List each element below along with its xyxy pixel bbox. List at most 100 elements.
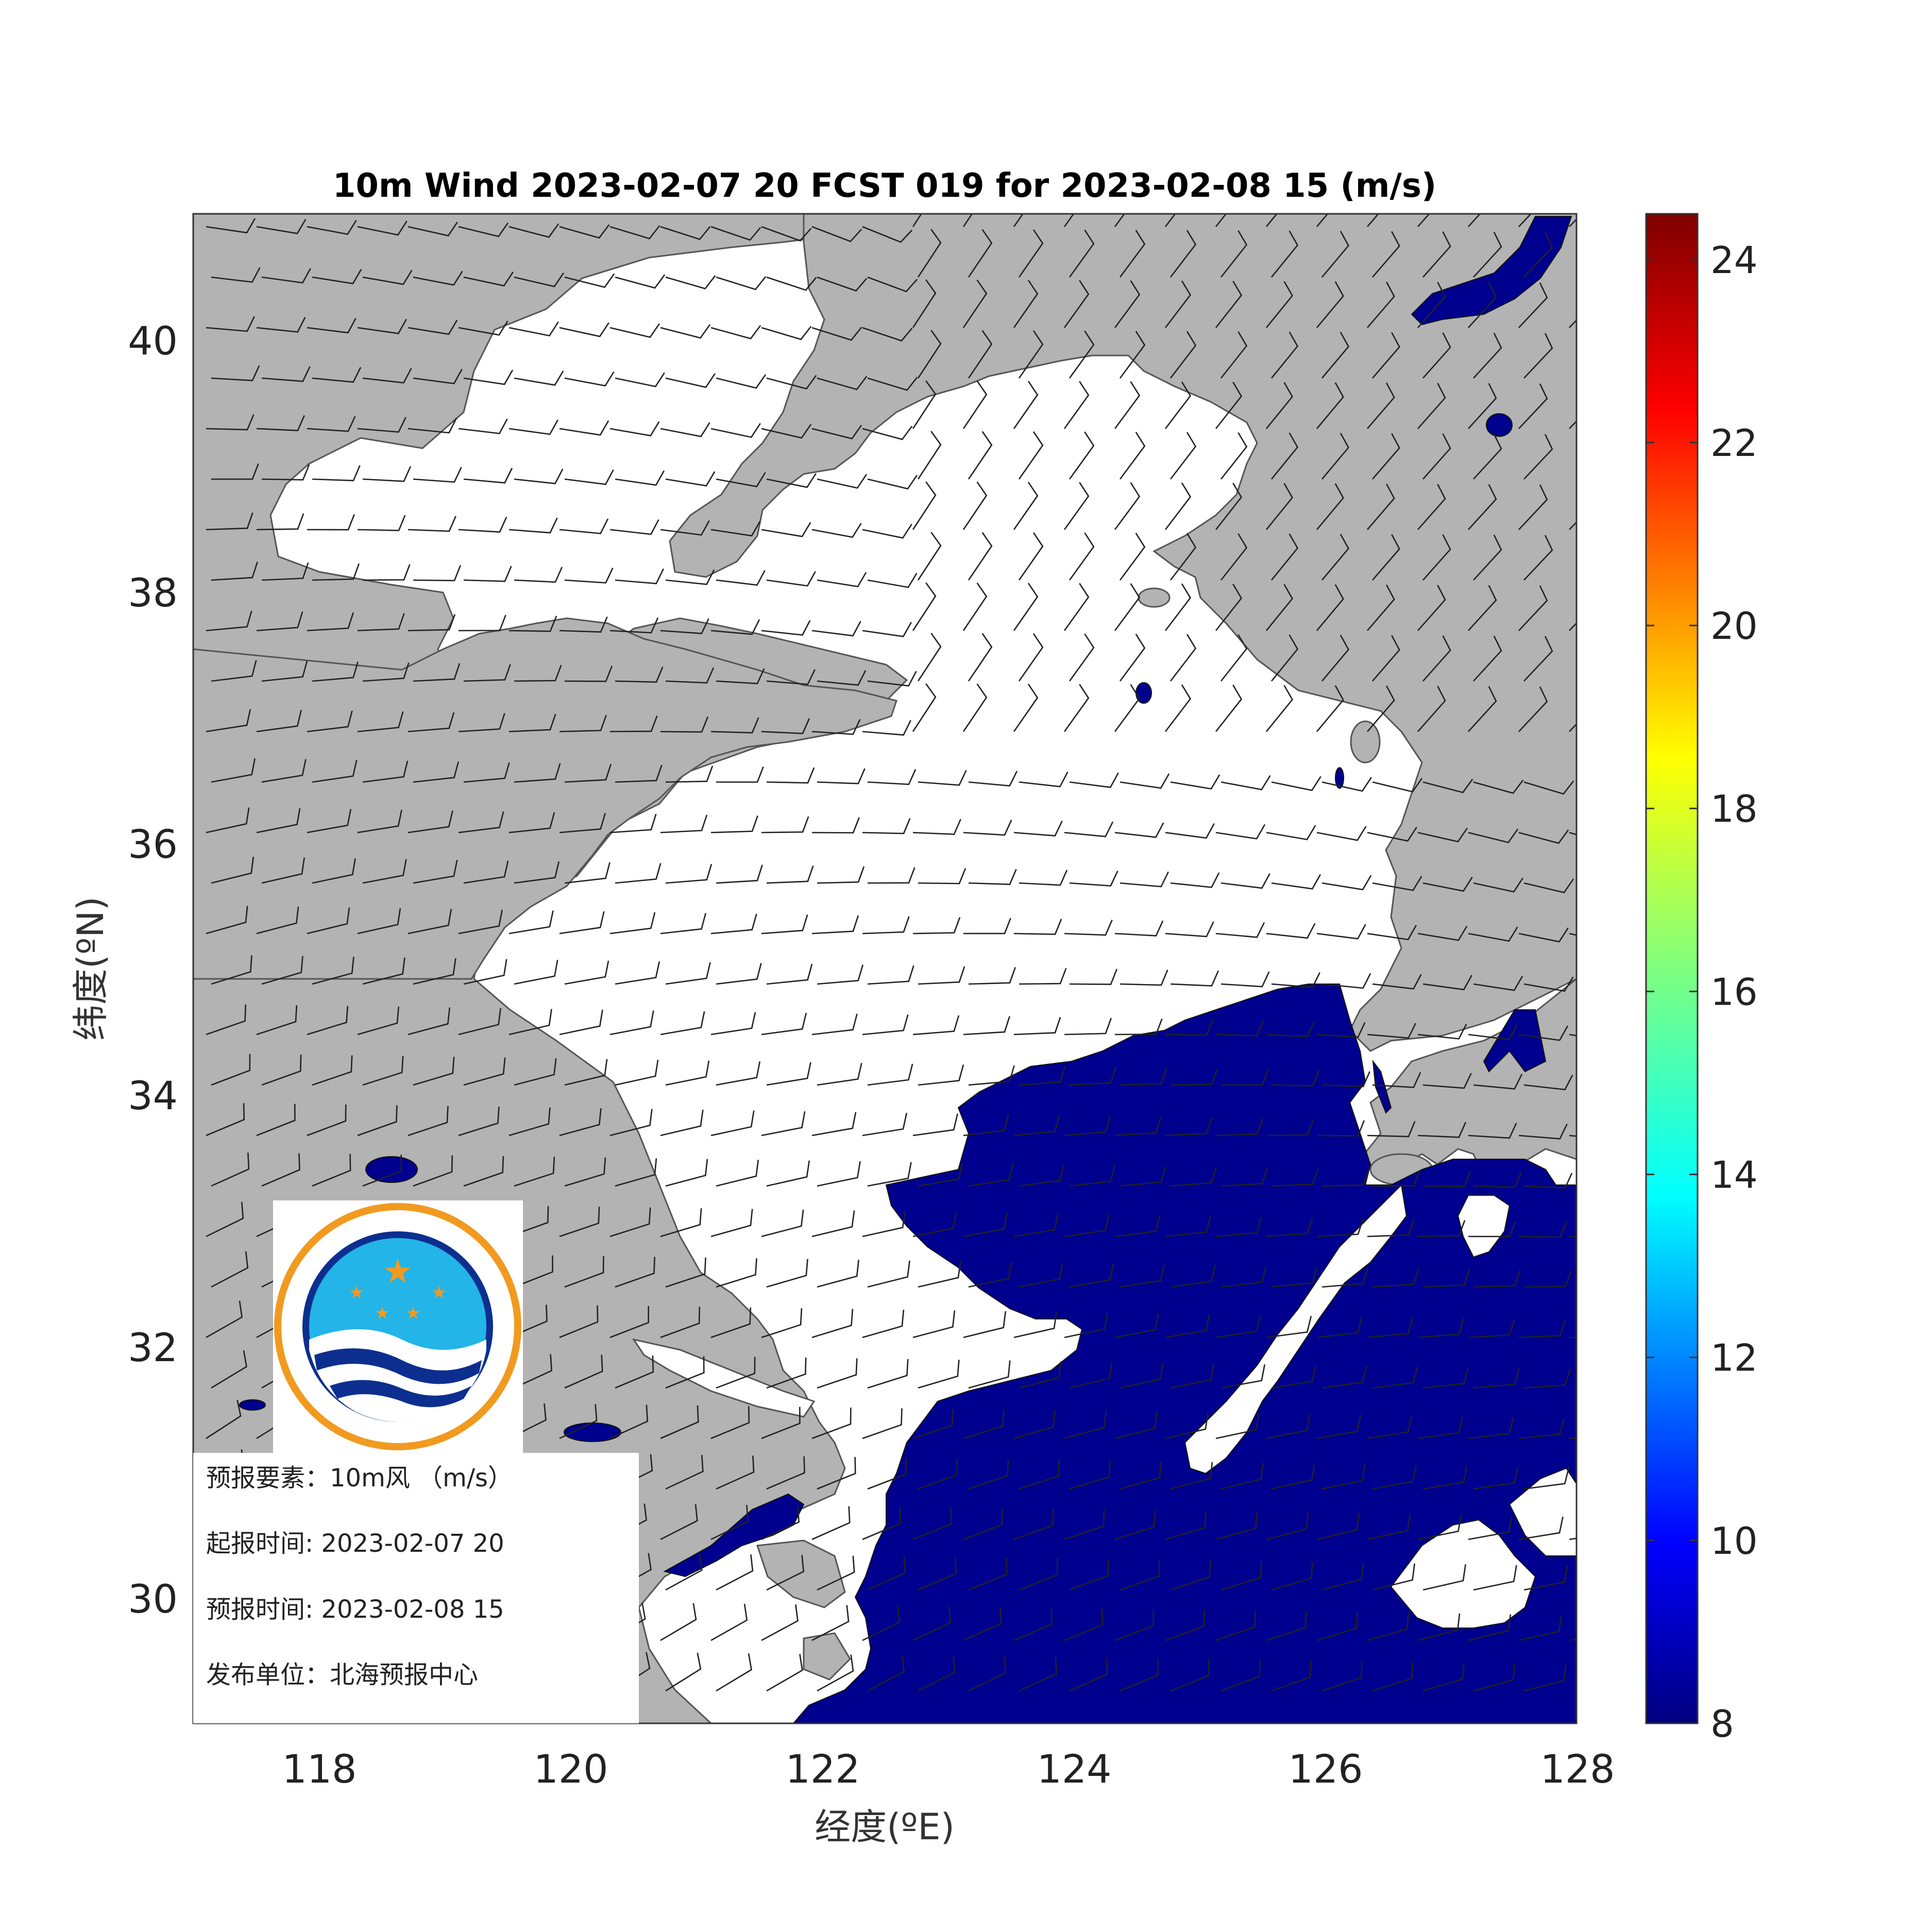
wind-barb xyxy=(1069,229,1095,278)
wind-barb xyxy=(261,268,311,284)
wind-barb xyxy=(1518,383,1548,429)
wind-barb xyxy=(1165,1511,1207,1540)
wind-barb xyxy=(564,764,612,783)
wind-barb xyxy=(1013,1607,1053,1641)
y-tick-label: 38 xyxy=(128,570,178,616)
wind-barb xyxy=(1523,1369,1571,1389)
wind-barb xyxy=(867,377,918,391)
wind-barb xyxy=(912,683,937,732)
wind-barb xyxy=(615,1257,655,1288)
colorbar-tick-label: 18 xyxy=(1710,787,1758,831)
wind-barb xyxy=(761,914,808,935)
wind-barb xyxy=(261,857,305,884)
wind-barb xyxy=(963,1508,1003,1540)
wind-barb xyxy=(1114,920,1164,937)
wind-barb xyxy=(609,1404,649,1439)
wind-barb xyxy=(609,1207,651,1238)
wind-barb xyxy=(1422,1171,1471,1188)
wind-barb xyxy=(716,472,766,487)
wind-barb xyxy=(413,958,456,985)
wind-barb xyxy=(1417,1122,1466,1138)
star-icon: ★ xyxy=(431,1282,447,1303)
wind-barb xyxy=(1069,1362,1113,1389)
wind-barb xyxy=(509,812,555,834)
wind-barb xyxy=(559,322,609,337)
wind-barb xyxy=(206,316,255,332)
wind-barb xyxy=(559,224,610,239)
wind-barb xyxy=(1367,925,1417,941)
wind-barb xyxy=(206,1300,243,1338)
wind-barb xyxy=(665,1553,703,1591)
wind-barb xyxy=(413,270,463,286)
logo-wave-2 xyxy=(330,1380,471,1408)
wind-barb xyxy=(463,272,514,287)
wind-barb xyxy=(509,1009,552,1036)
wind-barb xyxy=(1468,585,1497,631)
wind-barb xyxy=(710,226,761,241)
y-tick-label: 30 xyxy=(128,1576,178,1622)
wind-barb xyxy=(1120,773,1170,789)
wind-region-korea-strait xyxy=(1483,1009,1547,1073)
wind-barb xyxy=(559,715,607,733)
wind-barb xyxy=(211,955,252,985)
wind-barb xyxy=(1120,1067,1167,1086)
wind-barb xyxy=(413,761,460,783)
wind-barb xyxy=(1069,1066,1117,1086)
x-tick-label: 122 xyxy=(785,1746,860,1792)
x-axis: 118 120 122 124 126 128 经度(ºE) xyxy=(282,1746,1615,1848)
wind-barb xyxy=(867,1458,907,1490)
wind-barb xyxy=(918,868,967,885)
wind-barb xyxy=(811,1210,855,1238)
wind-barb xyxy=(1215,482,1243,530)
land-shandong xyxy=(193,617,897,980)
wind-barb xyxy=(1316,1316,1363,1338)
wind-barb xyxy=(1271,1463,1315,1490)
wind-barb xyxy=(1013,1410,1056,1439)
wind-barb xyxy=(1120,871,1169,888)
wind-barb xyxy=(1518,927,1569,943)
wind-barb xyxy=(912,481,937,530)
wind-barb xyxy=(716,276,767,291)
wind-barb xyxy=(710,815,758,834)
wind-barb xyxy=(817,1555,855,1591)
wind-barb xyxy=(206,414,255,431)
wind-barb xyxy=(1164,583,1192,631)
wind-barb xyxy=(1266,1513,1309,1540)
wind-barb xyxy=(660,422,710,437)
wind-barb xyxy=(1523,1467,1570,1490)
wind-barb xyxy=(408,222,458,236)
wind-barb xyxy=(1164,684,1192,732)
wind-barb xyxy=(665,766,714,783)
wind-barb xyxy=(867,276,918,293)
wind-barb xyxy=(917,330,942,379)
wind-barb xyxy=(761,226,812,242)
wind-barb xyxy=(1215,280,1243,328)
gap-east xyxy=(1390,1519,1536,1629)
wind-barb xyxy=(1013,583,1039,631)
wind-barb xyxy=(1422,332,1451,379)
wind-barb xyxy=(1422,1466,1468,1490)
wind-barb xyxy=(766,1160,810,1187)
wind-barb xyxy=(1170,1462,1213,1490)
wind-barb xyxy=(509,1107,551,1137)
wind-barb xyxy=(862,1506,902,1540)
wind-barb xyxy=(1119,432,1146,480)
y-tick-label: 32 xyxy=(128,1325,178,1370)
wind-barb xyxy=(1321,331,1349,379)
wind-barb xyxy=(357,1006,400,1036)
land-island-1 xyxy=(1138,587,1171,608)
wind-barb xyxy=(1120,1264,1165,1288)
wind-barb xyxy=(1013,919,1062,935)
wind-barb xyxy=(867,1162,912,1187)
wind-barb xyxy=(362,859,407,884)
wind-barb xyxy=(1468,1516,1513,1540)
wind-barb xyxy=(766,669,816,685)
wind-barb xyxy=(312,367,362,383)
wind-barb xyxy=(968,1065,1015,1086)
wind-barb xyxy=(811,226,862,243)
wind-barb xyxy=(1372,1563,1415,1591)
wind-barb xyxy=(307,710,353,733)
wind-barb xyxy=(1013,1509,1054,1540)
wind-barb xyxy=(463,664,511,682)
wind-barb xyxy=(1316,1218,1364,1238)
